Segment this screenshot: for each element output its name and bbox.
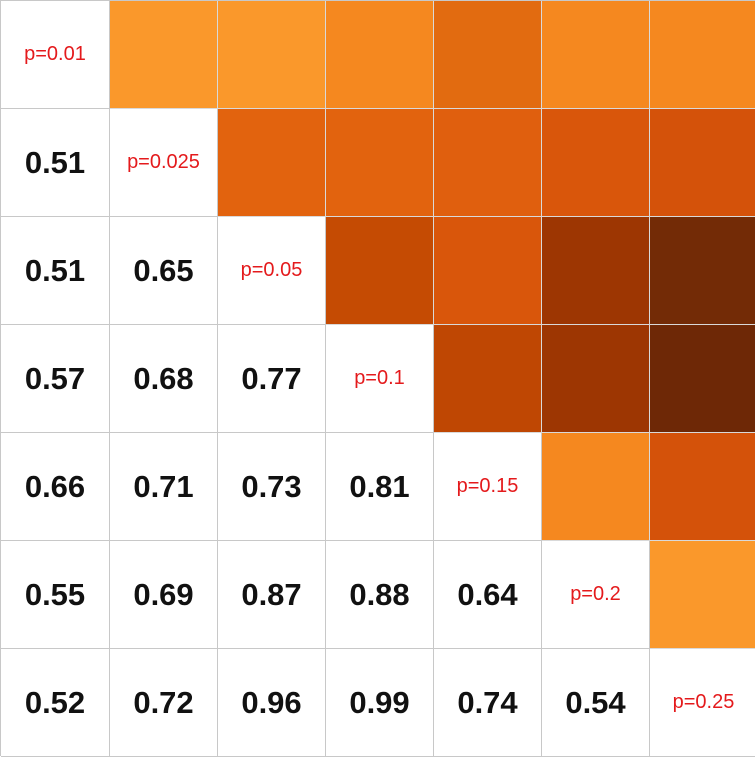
value-label: 0.52 (24, 684, 86, 720)
diagonal-label: p=0.15 (456, 475, 519, 497)
value-cell: 0.96 (218, 649, 326, 757)
heat-cell (326, 109, 434, 217)
value-label: 0.64 (457, 576, 518, 612)
value-label: 0.73 (241, 468, 302, 504)
value-label: 0.55 (24, 576, 86, 612)
heat-cell (218, 109, 326, 217)
value-label: 0.71 (133, 468, 194, 504)
heat-cell (542, 325, 650, 433)
heat-cell (650, 541, 755, 649)
value-cell: 0.52 (1, 649, 110, 757)
value-cell: 0.74 (434, 649, 542, 757)
value-cell: 0.55 (1, 541, 110, 649)
diagonal-cell: p=0.15 (434, 433, 542, 541)
value-cell: 0.72 (110, 649, 218, 757)
value-cell: 0.68 (110, 325, 218, 433)
heat-cell (650, 1, 755, 109)
value-label: 0.96 (241, 684, 302, 720)
value-label: 0.81 (349, 468, 410, 504)
diagonal-cell: p=0.25 (650, 649, 755, 757)
heat-cell (434, 325, 542, 433)
value-cell: 0.57 (1, 325, 110, 433)
diagonal-cell: p=0.2 (542, 541, 650, 649)
heat-cell (434, 1, 542, 109)
heat-cell (542, 1, 650, 109)
diagonal-cell: p=0.05 (218, 217, 326, 325)
value-label: 0.99 (349, 684, 410, 720)
heat-cell (218, 1, 326, 109)
value-label: 0.57 (24, 360, 86, 396)
value-cell: 0.71 (110, 433, 218, 541)
diagonal-cell: p=0.025 (110, 109, 218, 217)
heat-cell (542, 217, 650, 325)
value-label: 0.51 (24, 252, 86, 288)
heat-cell (326, 217, 434, 325)
heat-cell (326, 1, 434, 109)
value-cell: 0.54 (542, 649, 650, 757)
value-cell: 0.51 (1, 109, 110, 217)
value-cell: 0.65 (110, 217, 218, 325)
diagonal-label: p=0.2 (570, 583, 621, 605)
heat-cell (650, 325, 755, 433)
heat-cell (542, 109, 650, 217)
value-cell: 0.81 (326, 433, 434, 541)
value-cell: 0.88 (326, 541, 434, 649)
heat-cell (650, 217, 755, 325)
heat-cell (650, 109, 755, 217)
value-label: 0.65 (133, 252, 194, 288)
diagonal-cell: p=0.1 (326, 325, 434, 433)
heat-cell (650, 433, 755, 541)
value-cell: 0.51 (1, 217, 110, 325)
diagonal-label: p=0.25 (672, 691, 735, 713)
value-cell: 0.87 (218, 541, 326, 649)
value-label: 0.69 (133, 576, 194, 612)
value-label: 0.72 (133, 684, 194, 720)
value-cell: 0.73 (218, 433, 326, 541)
value-label: 0.87 (241, 576, 302, 612)
diagonal-label: p=0.025 (127, 151, 200, 173)
diagonal-label: p=0.05 (240, 259, 303, 281)
value-label: 0.66 (24, 468, 86, 504)
value-cell: 0.69 (110, 541, 218, 649)
value-label: 0.88 (349, 576, 410, 612)
value-cell: 0.64 (434, 541, 542, 649)
value-label: 0.54 (565, 684, 626, 720)
value-label: 0.77 (241, 360, 302, 396)
diagonal-label: p=0.01 (24, 43, 86, 65)
value-cell: 0.66 (1, 433, 110, 541)
heat-cell (434, 217, 542, 325)
diagonal-cell: p=0.01 (1, 1, 110, 109)
value-label: 0.51 (24, 144, 86, 180)
value-cell: 0.99 (326, 649, 434, 757)
value-label: 0.68 (133, 360, 194, 396)
heat-cell (542, 433, 650, 541)
heat-cell (434, 109, 542, 217)
value-cell: 0.77 (218, 325, 326, 433)
diagonal-label: p=0.1 (354, 367, 405, 389)
value-label: 0.74 (457, 684, 518, 720)
heat-cell (110, 1, 218, 109)
